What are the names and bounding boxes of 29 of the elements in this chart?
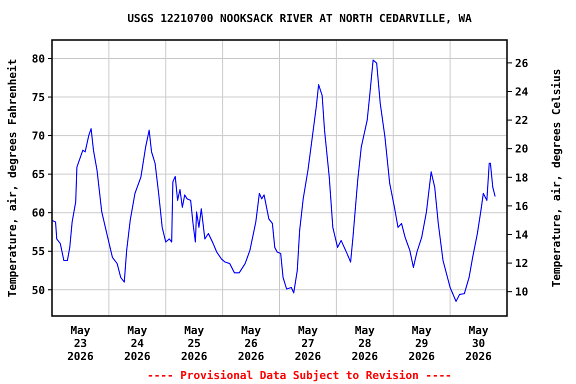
chart-title: USGS 12210700 NOOKSACK RIVER AT NORTH CEDARVILLE, WA: [127, 12, 472, 25]
y2-tick-label: 20: [515, 142, 528, 156]
x-tick-label: May 29 2026: [408, 324, 436, 363]
y2-tick-label: 14: [515, 228, 529, 242]
y2-axis-title: Temperature, air, degrees Celsius: [550, 68, 563, 288]
line-series: [51, 59, 496, 302]
y2-tick-label: 22: [515, 114, 528, 128]
x-tick-label: May 27 2026: [294, 324, 322, 363]
y2-tick-label: 26: [515, 56, 529, 70]
x-tick-label: May 23 2026: [67, 324, 94, 363]
y-tick-label: 55: [32, 245, 45, 258]
x-tick-label: May 26 2026: [238, 324, 265, 363]
y2-tick-label: 24: [515, 85, 529, 98]
x-tick-label: May 24 2026: [124, 324, 151, 363]
y-axis-title: Temperature, air, degrees Fahrenheit: [6, 58, 19, 298]
y-tick-label: 80: [32, 52, 45, 66]
y-tick-label: 75: [32, 91, 45, 104]
y-tick-label: 60: [32, 206, 45, 220]
y2-tick-label: 18: [515, 171, 528, 184]
y2-tick-label: 10: [515, 286, 528, 299]
y2-tick-label: 16: [515, 200, 529, 213]
x-tick-label: May 30 2026: [465, 324, 492, 363]
y-tick-label: 65: [32, 168, 45, 182]
text: ---- Provisional Data Subject to Revision ----: [147, 369, 452, 382]
y2-tick-label: 12: [515, 257, 528, 270]
x-tick-label: May 25 2026: [180, 324, 208, 363]
x-tick-label: May 28 2026: [352, 324, 378, 363]
y-tick-label: 50: [32, 284, 45, 297]
y-tick-label: 70: [32, 130, 45, 143]
